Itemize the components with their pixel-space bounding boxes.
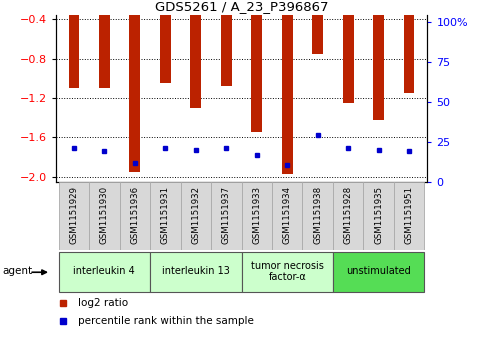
Text: interleukin 4: interleukin 4 <box>73 266 135 276</box>
Text: GSM1151933: GSM1151933 <box>252 185 261 244</box>
Bar <box>404 0 414 93</box>
Bar <box>129 0 140 172</box>
Text: tumor necrosis
factor-α: tumor necrosis factor-α <box>251 261 324 282</box>
Text: GSM1151929: GSM1151929 <box>70 185 78 244</box>
Bar <box>211 182 242 250</box>
Bar <box>363 182 394 250</box>
Bar <box>69 0 79 88</box>
Text: agent: agent <box>2 266 32 276</box>
Bar <box>120 182 150 250</box>
Bar <box>333 252 425 292</box>
Title: GDS5261 / A_23_P396867: GDS5261 / A_23_P396867 <box>155 0 328 13</box>
Bar <box>181 182 211 250</box>
Bar <box>58 252 150 292</box>
Text: interleukin 13: interleukin 13 <box>162 266 230 276</box>
Text: GSM1151932: GSM1151932 <box>191 185 200 244</box>
Text: GSM1151930: GSM1151930 <box>100 185 109 244</box>
Bar <box>343 0 354 103</box>
Bar <box>282 0 293 174</box>
Text: GSM1151935: GSM1151935 <box>374 185 383 244</box>
Bar <box>242 252 333 292</box>
Text: GSM1151931: GSM1151931 <box>161 185 170 244</box>
Text: unstimulated: unstimulated <box>346 266 411 276</box>
Text: percentile rank within the sample: percentile rank within the sample <box>78 316 254 326</box>
Bar <box>313 0 323 54</box>
Text: GSM1151928: GSM1151928 <box>344 185 353 244</box>
Bar <box>160 0 170 83</box>
Bar <box>242 182 272 250</box>
Text: GSM1151938: GSM1151938 <box>313 185 322 244</box>
Text: GSM1151934: GSM1151934 <box>283 185 292 244</box>
Bar <box>89 182 120 250</box>
Bar <box>150 252 242 292</box>
Bar <box>99 0 110 88</box>
Bar <box>302 182 333 250</box>
Bar <box>58 182 89 250</box>
Bar <box>373 0 384 120</box>
Bar <box>190 0 201 108</box>
Text: GSM1151937: GSM1151937 <box>222 185 231 244</box>
Text: GSM1151936: GSM1151936 <box>130 185 139 244</box>
Text: log2 ratio: log2 ratio <box>78 298 128 308</box>
Bar <box>333 182 363 250</box>
Bar <box>252 0 262 132</box>
Bar <box>150 182 181 250</box>
Bar <box>394 182 425 250</box>
Bar <box>272 182 302 250</box>
Text: GSM1151951: GSM1151951 <box>405 185 413 244</box>
Bar <box>221 0 231 86</box>
